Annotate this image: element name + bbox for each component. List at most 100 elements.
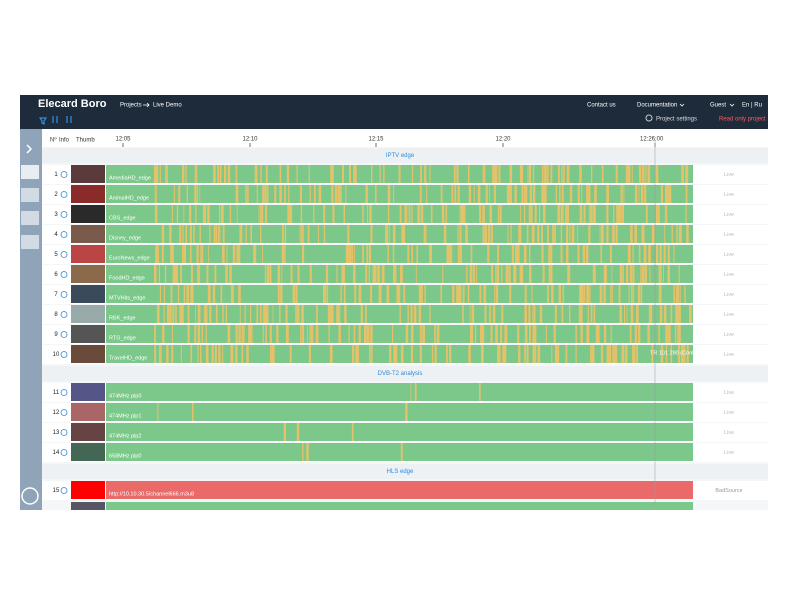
event-stripe xyxy=(547,285,549,303)
event-stripe xyxy=(449,345,450,363)
info-icon[interactable] xyxy=(60,211,68,218)
event-stripe xyxy=(561,205,564,223)
nav-link[interactable]: Projects xyxy=(120,103,142,109)
event-stripe xyxy=(542,165,544,183)
event-stripe xyxy=(430,205,433,223)
event-stripe xyxy=(495,265,497,283)
event-stripe xyxy=(317,325,319,343)
event-stripe xyxy=(660,345,664,363)
event-stripe xyxy=(282,225,284,243)
time-label: 12:26:00 xyxy=(640,137,664,143)
row-label: CBS_edge xyxy=(109,215,136,221)
info-icon[interactable] xyxy=(60,171,68,178)
expand[interactable] xyxy=(26,144,33,154)
event-stripe xyxy=(393,225,396,243)
info-icon[interactable] xyxy=(60,389,68,396)
event-stripe xyxy=(286,165,290,183)
nav-link[interactable]: Project settings xyxy=(656,117,697,123)
event-stripe xyxy=(295,305,297,323)
event-stripe xyxy=(323,205,326,223)
event-stripe xyxy=(203,305,205,323)
event-stripe xyxy=(634,225,637,243)
timeline-bar xyxy=(106,443,693,461)
info-icon[interactable] xyxy=(60,487,68,494)
info-icon[interactable] xyxy=(60,409,68,416)
time-label: 12:20 xyxy=(495,137,511,143)
event-stripe xyxy=(308,165,310,183)
event-stripe xyxy=(385,225,388,243)
event-stripe xyxy=(557,345,560,363)
info-icon[interactable] xyxy=(60,271,68,278)
event-stripe xyxy=(599,225,601,243)
event-stripe xyxy=(481,345,483,363)
event-stripe xyxy=(552,225,555,243)
event-stripe xyxy=(225,305,227,323)
event-stripe xyxy=(207,205,210,223)
event-stripe xyxy=(645,205,648,223)
view-icon[interactable] xyxy=(21,235,39,249)
event-stripe xyxy=(279,185,282,203)
scroll-top[interactable] xyxy=(21,487,39,505)
event-stripe xyxy=(484,165,486,183)
event-stripe xyxy=(351,423,354,441)
event-stripe xyxy=(554,345,558,363)
event-stripe xyxy=(194,185,197,203)
nav-link[interactable]: Guest xyxy=(710,103,726,109)
event-stripe xyxy=(313,205,315,223)
info-icon[interactable] xyxy=(60,311,68,318)
event-stripe xyxy=(528,305,531,323)
status: Live xyxy=(724,252,734,258)
event-stripe xyxy=(197,265,200,283)
event-stripe xyxy=(623,185,625,203)
event-stripe xyxy=(217,165,220,183)
event-stripe xyxy=(676,285,679,303)
event-stripe xyxy=(648,245,651,263)
info-icon[interactable] xyxy=(60,191,68,198)
event-stripe xyxy=(372,265,376,283)
event-stripe xyxy=(575,325,577,343)
event-stripe xyxy=(563,165,565,183)
event-stripe xyxy=(251,325,253,343)
view-icon[interactable] xyxy=(21,188,39,202)
event-stripe xyxy=(354,285,357,303)
event-stripe xyxy=(658,285,662,303)
info-icon[interactable] xyxy=(60,449,68,456)
event-stripe xyxy=(545,325,547,343)
toolbar-icons[interactable] xyxy=(39,116,72,125)
event-stripe xyxy=(500,325,503,343)
event-stripe xyxy=(532,345,535,363)
event-stripe xyxy=(189,205,191,223)
event-stripe xyxy=(183,285,186,303)
event-stripe xyxy=(650,245,651,263)
view-icon[interactable] xyxy=(21,211,39,225)
event-stripe xyxy=(154,165,157,183)
event-stripe xyxy=(647,165,651,183)
info-icon[interactable] xyxy=(60,231,68,238)
view-icon[interactable] xyxy=(21,165,39,179)
nav-link[interactable]: Documentation xyxy=(637,103,677,109)
info-icon[interactable] xyxy=(60,429,68,436)
event-stripe xyxy=(221,205,224,223)
event-stripe xyxy=(664,225,666,243)
event-stripe xyxy=(484,225,487,243)
event-stripe xyxy=(685,205,687,223)
event-stripe xyxy=(183,245,186,263)
event-stripe xyxy=(345,185,347,203)
event-stripe xyxy=(183,205,185,223)
event-stripe xyxy=(504,345,507,363)
event-stripe xyxy=(678,225,681,243)
info-icon[interactable] xyxy=(60,331,68,338)
event-stripe xyxy=(666,185,669,203)
info-icon[interactable] xyxy=(60,291,68,298)
thumbnail xyxy=(71,285,105,303)
event-stripe xyxy=(180,345,182,363)
row-label: AmediaHD_edge xyxy=(109,175,151,181)
event-stripe xyxy=(247,185,249,203)
event-stripe xyxy=(596,325,598,343)
event-stripe xyxy=(407,305,409,323)
info-icon[interactable] xyxy=(60,251,68,258)
event-stripe xyxy=(292,285,296,303)
nav-link[interactable]: Contact us xyxy=(587,103,616,109)
lang[interactable]: En | Ru xyxy=(742,103,762,109)
info-icon[interactable] xyxy=(60,351,68,358)
